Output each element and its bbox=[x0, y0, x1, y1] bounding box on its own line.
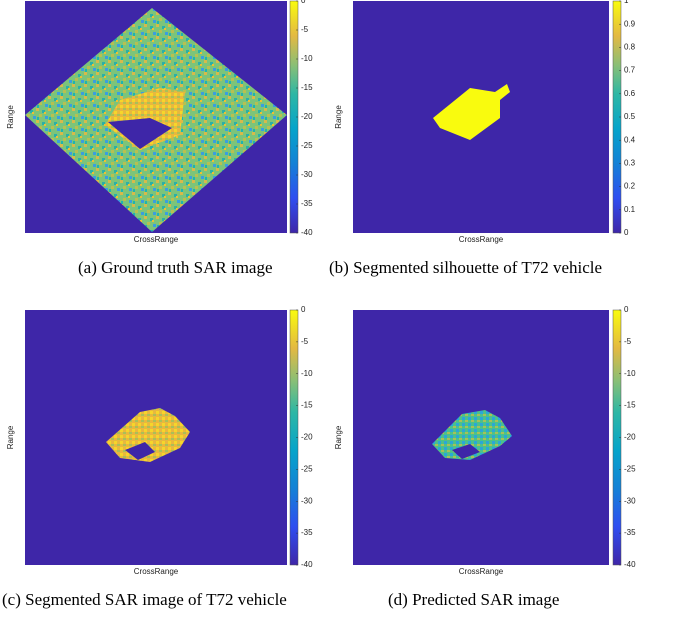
colorbar-tick-label: -15 bbox=[624, 401, 636, 410]
colorbar-tick-label: -5 bbox=[624, 337, 632, 346]
colorbar-tick-label: 0.1 bbox=[624, 205, 636, 214]
colorbar-tick-label: 0.9 bbox=[624, 19, 636, 28]
y-axis-label: Range bbox=[6, 105, 15, 129]
colorbar-tick-label: -40 bbox=[301, 228, 313, 237]
colorbar-tick-label: -20 bbox=[301, 433, 313, 442]
colorbar-tick-label: -5 bbox=[301, 337, 309, 346]
colorbar-tick-label: 0 bbox=[301, 305, 306, 314]
colorbar-tick-label: 0 bbox=[301, 0, 306, 5]
colorbar-tick-label: 0.4 bbox=[624, 135, 636, 144]
y-axis-label: Range bbox=[334, 425, 343, 449]
colorbar-tick-label: -25 bbox=[301, 464, 313, 473]
colorbar-tick-label: 0.5 bbox=[624, 112, 636, 121]
colorbar-tick-label: -15 bbox=[301, 83, 313, 92]
colorbar-tick-label: -35 bbox=[301, 528, 313, 537]
colorbar-tick-label: -30 bbox=[301, 170, 313, 179]
colorbar-tick-label: -15 bbox=[301, 401, 313, 410]
colorbar-tick-label: -30 bbox=[301, 496, 313, 505]
colorbar-tick-label: -25 bbox=[301, 141, 313, 150]
caption: (b) Segmented silhouette of T72 vehicle bbox=[329, 258, 659, 278]
colorbar-tick-label: 0.3 bbox=[624, 159, 636, 168]
colorbar-tick-label: -40 bbox=[624, 560, 636, 569]
x-axis-label: CrossRange bbox=[134, 235, 179, 244]
colorbar-tick-label: -40 bbox=[301, 560, 313, 569]
colorbar-tick-label: 0.2 bbox=[624, 182, 636, 191]
y-axis-label: Range bbox=[334, 105, 343, 129]
colorbar-tick-label: -10 bbox=[301, 369, 313, 378]
colorbar-tick-label: -5 bbox=[301, 25, 309, 34]
colorbar-tick-label: -10 bbox=[624, 369, 636, 378]
colorbar-tick-label: 0.8 bbox=[624, 43, 636, 52]
y-axis-label: Range bbox=[6, 425, 15, 449]
colorbar-tick-label: -35 bbox=[624, 528, 636, 537]
colorbar-tick-label: -10 bbox=[301, 54, 313, 63]
x-axis-label: CrossRange bbox=[134, 567, 179, 576]
colorbar-tick-label: 0.6 bbox=[624, 89, 636, 98]
colorbar-tick-label: -30 bbox=[624, 496, 636, 505]
x-axis-label: CrossRange bbox=[459, 235, 504, 244]
figure: Range CrossRange 0 -5 -10 -15 -20 -25 -30 -35 -40 R… bbox=[0, 0, 678, 638]
colorbar-tick-label: 1 bbox=[624, 0, 629, 5]
colorbar-tick-label: 0 bbox=[624, 305, 629, 314]
x-axis-label: CrossRange bbox=[459, 567, 504, 576]
colorbar-tick-label: -20 bbox=[301, 112, 313, 121]
colorbar-tick-label: -35 bbox=[301, 199, 313, 208]
colorbar-tick-label: -20 bbox=[624, 433, 636, 442]
colorbar-tick-label: 0 bbox=[624, 228, 629, 237]
caption: (a) Ground truth SAR image bbox=[78, 258, 310, 278]
colorbar-tick-label: -25 bbox=[624, 464, 636, 473]
page: Range CrossRange 0 -5 -10 -15 -20 -25 -30 -35 -40 R… bbox=[0, 0, 678, 638]
caption: (d) Predicted SAR image bbox=[388, 590, 648, 610]
caption: (c) Segmented SAR image of T72 vehicle bbox=[2, 590, 324, 610]
colorbar-tick-label: 0.7 bbox=[624, 66, 636, 75]
